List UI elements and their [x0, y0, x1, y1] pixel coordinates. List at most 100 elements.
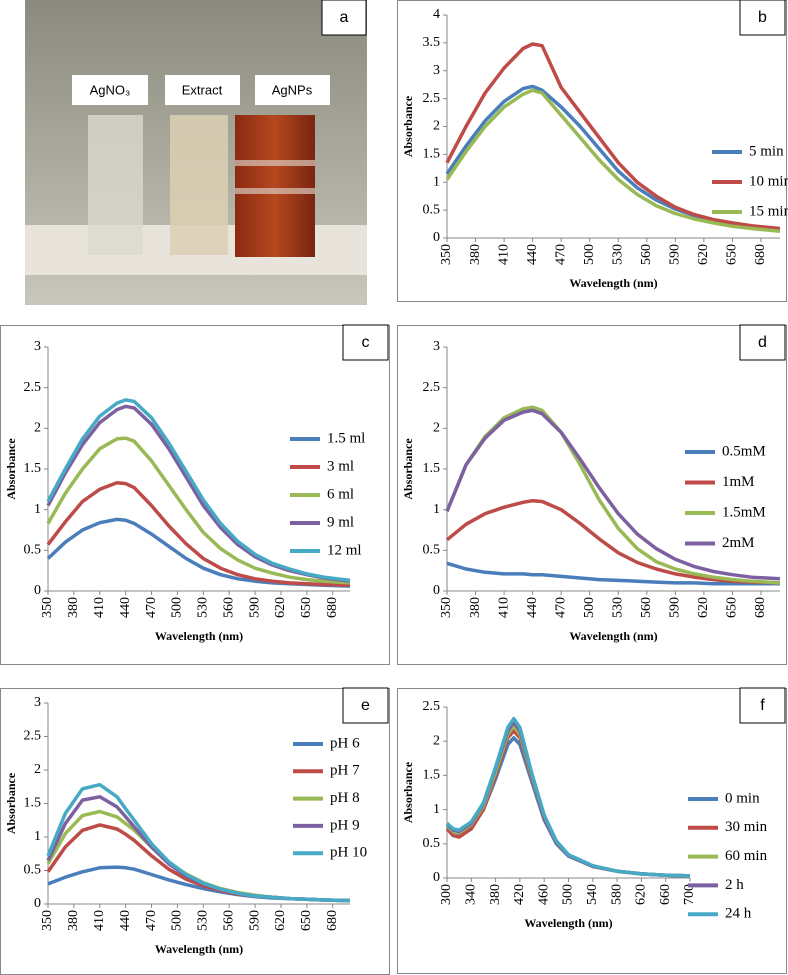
x-tick-label: 560	[221, 597, 236, 618]
y-tick-label: 2	[433, 421, 440, 436]
series-line	[46, 436, 351, 585]
legend-label: 2mM	[722, 535, 755, 551]
x-tick-label: 440	[118, 597, 133, 618]
y-tick-label: 3	[34, 695, 41, 710]
x-tick-label: 590	[247, 597, 262, 618]
x-axis-title: Wavelength (nm)	[524, 916, 612, 930]
panel-letter: d	[758, 334, 767, 351]
x-tick-label: 380	[468, 597, 483, 618]
x-tick-label: 680	[753, 244, 768, 265]
y-tick-label: 2	[433, 733, 440, 748]
x-tick-label: 650	[725, 597, 740, 618]
legend-label: 60 min	[725, 848, 768, 864]
y-tick-label: 1.5	[423, 461, 441, 476]
x-tick-label: 620	[634, 884, 649, 905]
series-line	[46, 481, 351, 588]
legend-label: 6 ml	[327, 486, 354, 502]
caption: AgNPs	[272, 82, 313, 97]
y-tick-label: 2.5	[423, 91, 441, 106]
y-tick-label: 1	[433, 174, 440, 189]
legend-label: 5 min	[749, 143, 784, 159]
series-line	[46, 398, 351, 583]
series-line	[445, 42, 781, 231]
x-tick-label: 560	[221, 910, 236, 931]
tube	[170, 115, 228, 255]
y-tick-label: 2	[433, 119, 440, 134]
y-axis-title: Absorbance	[401, 761, 415, 823]
y-tick-label: 0.5	[24, 863, 42, 878]
y-tick-label: 1	[433, 802, 440, 817]
legend-label: 1.5 ml	[327, 430, 365, 446]
panel-frame	[397, 688, 787, 974]
y-axis-title: Absorbance	[4, 772, 18, 834]
x-axis-title: Wavelength (nm)	[155, 942, 243, 956]
series-line	[446, 561, 780, 586]
caption-box	[165, 75, 240, 105]
y-tick-label: 0.5	[423, 543, 441, 558]
tube	[235, 115, 315, 257]
y-tick-label: 0	[433, 583, 440, 598]
y-tick-label: 1	[34, 829, 41, 844]
x-tick-label: 440	[118, 910, 133, 931]
series-line	[445, 88, 781, 234]
legend-label: 1mM	[722, 474, 755, 490]
panel-letter-box	[739, 324, 786, 361]
y-tick-label: 1.5	[423, 768, 441, 783]
x-tick-label: 470	[144, 597, 159, 618]
legend-label: 2 h	[725, 877, 744, 893]
y-tick-label: 1.5	[423, 147, 441, 162]
photo-panel: AgNO₃ Extract AgNPs a	[25, 0, 367, 305]
x-tick-label: 410	[496, 597, 511, 618]
x-tick-label: 410	[92, 597, 107, 618]
x-tick-label: 340	[464, 884, 479, 905]
y-tick-label: 2.5	[24, 729, 42, 744]
x-axis-title: Wavelength (nm)	[569, 276, 657, 290]
y-tick-label: 1	[433, 502, 440, 517]
x-tick-label: 380	[488, 884, 503, 905]
panel-letter: a	[340, 9, 349, 26]
panel-frame	[397, 0, 787, 302]
legend-label: 24 h	[725, 906, 752, 922]
legend-label: 3 ml	[327, 458, 354, 474]
x-tick-label: 660	[658, 884, 673, 905]
y-axis-title: Absorbance	[401, 438, 415, 500]
y-tick-label: 1.5	[24, 461, 42, 476]
x-tick-label: 440	[525, 597, 540, 618]
y-tick-label: 3	[34, 339, 41, 354]
panel-letter: e	[361, 697, 370, 714]
x-tick-label: 500	[582, 244, 597, 265]
x-tick-label: 530	[610, 597, 625, 618]
legend-label: pH 8	[330, 790, 360, 806]
panel-letter: f	[760, 697, 765, 714]
y-axis-title: Absorbance	[401, 95, 415, 157]
legend-label: 0.5mM	[722, 443, 766, 459]
tube-ring	[235, 160, 315, 166]
y-tick-label: 2.5	[423, 380, 441, 395]
series-line	[445, 405, 781, 585]
y-tick-label: 3	[433, 339, 440, 354]
x-tick-label: 420	[512, 884, 527, 905]
y-tick-label: 2.5	[24, 380, 42, 395]
x-tick-label: 620	[696, 597, 711, 618]
legend-label: 9 ml	[327, 514, 354, 530]
legend-label: 1.5mM	[722, 504, 766, 520]
panel-letter-box	[342, 687, 389, 724]
legend-label: 10 min	[749, 173, 788, 189]
y-tick-label: 0	[433, 870, 440, 885]
x-tick-label: 650	[725, 244, 740, 265]
y-tick-label: 3	[433, 63, 440, 78]
legend-label: 15 min	[749, 203, 788, 219]
x-tick-label: 540	[585, 884, 600, 905]
legend-label: pH 6	[330, 735, 360, 751]
x-tick-label: 580	[609, 884, 624, 905]
caption-box	[255, 75, 330, 105]
y-tick-label: 1.5	[24, 796, 42, 811]
legend-label: 12 ml	[327, 542, 362, 558]
y-tick-label: 2	[34, 762, 41, 777]
x-tick-label: 590	[247, 910, 262, 931]
tube	[88, 115, 143, 255]
y-tick-label: 2.5	[423, 699, 441, 714]
y-tick-label: 0.5	[423, 202, 441, 217]
x-tick-label: 300	[439, 884, 454, 905]
